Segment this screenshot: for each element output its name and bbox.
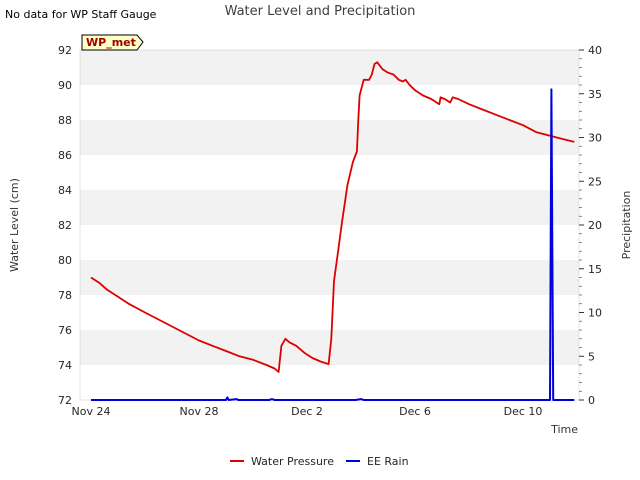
x-tick-label: Nov 24 [72,405,111,418]
left-tick-label: 92 [58,44,72,57]
grid-band [80,260,579,295]
grid-band [80,50,579,85]
grid-bands [80,50,579,400]
x-axis-label: Time [550,423,578,436]
series-ee-rain [91,88,575,401]
grid-band [80,190,579,225]
right-tick-label: 0 [588,394,595,407]
right-tick-label: 5 [588,350,595,363]
left-tick-label: 80 [58,254,72,267]
station-label: WP_met [86,36,136,49]
legend-ee-rain-label: EE Rain [367,455,409,468]
grid-band [80,85,579,120]
right-tick-label: 10 [588,307,602,320]
left-axis: 72 74 76 78 80 82 84 86 88 90 92 [58,44,72,407]
right-tick-label: 20 [588,219,602,232]
right-tick-label: 35 [588,88,602,101]
left-tick-label: 76 [58,324,72,337]
x-tick-label: Dec 10 [504,405,543,418]
left-tick-label: 88 [58,114,72,127]
x-tick-label: Nov 28 [180,405,219,418]
right-tick-label: 25 [588,175,602,188]
grid-band [80,295,579,330]
legend-water-pressure-label: Water Pressure [251,455,334,468]
y-axis-right-label: Precipitation [620,191,633,260]
series-water-pressure [90,61,575,373]
chart-title: Water Level and Precipitation [225,4,416,19]
left-tick-label: 90 [58,79,72,92]
y-axis-left-label: Water Level (cm) [8,178,21,272]
left-tick-label: 82 [58,219,72,232]
grid-band [80,225,579,260]
left-tick-label: 86 [58,149,72,162]
x-tick-label: Dec 6 [399,405,431,418]
right-tick-label: 15 [588,263,602,276]
right-tick-label: 30 [588,132,602,145]
left-tick-label: 72 [58,394,72,407]
legend: Water Pressure EE Rain [230,455,409,468]
x-axis: Nov 24 Nov 28 Dec 2 Dec 6 Dec 10 [72,405,543,418]
right-axis: 0 5 10 15 20 25 30 35 40 [579,44,602,407]
left-tick-label: 78 [58,289,72,302]
grid-band [80,155,579,190]
series-layer [90,61,575,401]
no-data-note: No data for WP Staff Gauge [5,8,157,21]
left-tick-label: 74 [58,359,72,372]
grid-band [80,120,579,155]
station-badge: WP_met [81,34,144,51]
right-tick-label: 40 [588,44,602,57]
x-tick-label: Dec 2 [291,405,323,418]
grid-band [80,365,579,400]
left-tick-label: 84 [58,184,72,197]
